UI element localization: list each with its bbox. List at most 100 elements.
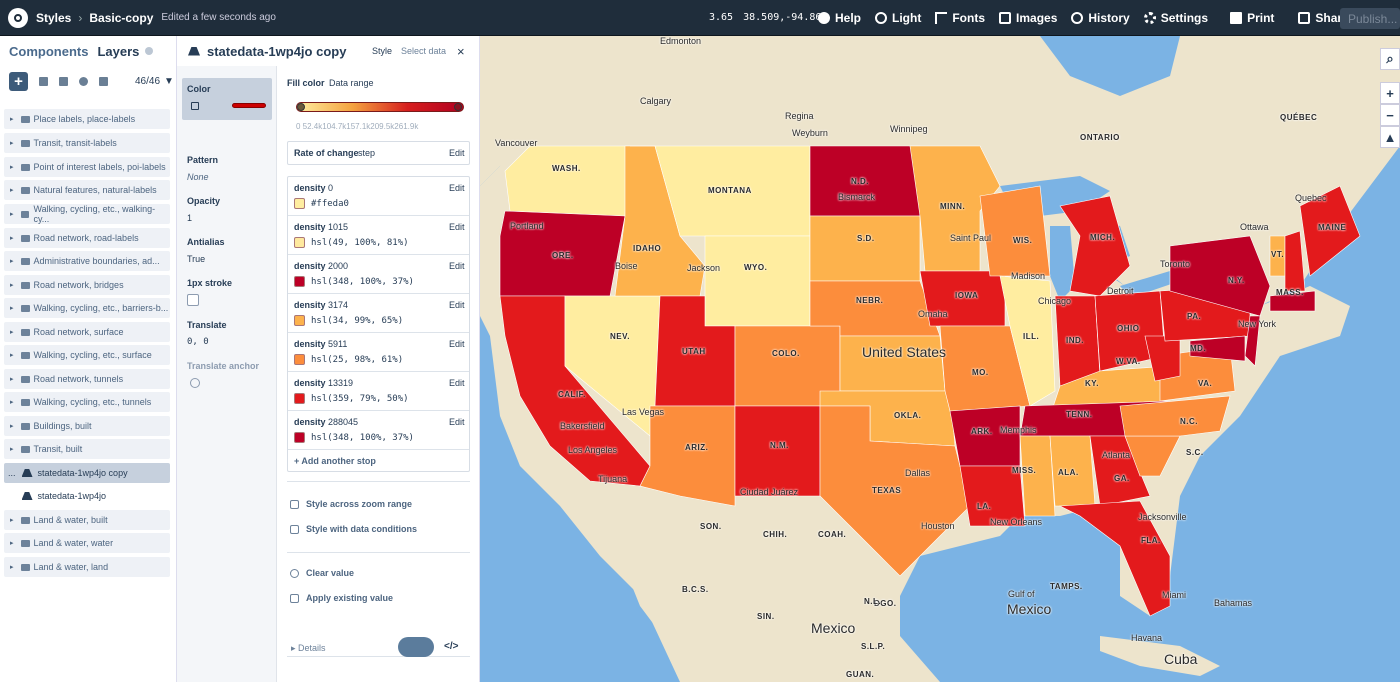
mapbox-logo-icon[interactable] xyxy=(8,7,28,28)
hide-icon[interactable] xyxy=(79,76,88,86)
ramp-handle-min[interactable] xyxy=(297,103,305,111)
expand-caret-icon[interactable]: ▸ xyxy=(10,376,14,383)
property-translate[interactable]: Translate xyxy=(187,320,227,330)
rate-of-change[interactable]: Rate of change step Edit xyxy=(287,141,470,165)
layer-item[interactable]: ▸ Road network, bridges xyxy=(4,275,170,295)
stop-row[interactable]: density 2000 Edit hsl(348, 100%, 37%) xyxy=(288,255,469,294)
publish-button[interactable]: Publish... xyxy=(1340,8,1400,29)
stop-swatch[interactable] xyxy=(294,315,305,326)
stop-row[interactable]: density 13319 Edit hsl(359, 79%, 50%) xyxy=(288,372,469,411)
stop-row[interactable]: density 1015 Edit hsl(49, 100%, 81%) xyxy=(288,216,469,255)
layer-item[interactable]: ▸ Natural features, natural-labels xyxy=(4,180,170,200)
layer-item[interactable]: ▸ Place labels, place-labels xyxy=(4,109,170,129)
expand-caret-icon[interactable]: ▸ xyxy=(10,140,14,147)
tab-layers[interactable]: Layers xyxy=(97,43,140,59)
layer-item[interactable]: ▸ Buildings, built xyxy=(4,416,170,436)
layer-item[interactable]: ▸ Walking, cycling, etc., surface xyxy=(4,345,170,365)
color-ramp[interactable] xyxy=(296,102,464,112)
filter-icon[interactable]: ▼ xyxy=(164,75,174,87)
expand-caret-icon[interactable]: ▸ xyxy=(10,446,14,453)
stop-row[interactable]: density 288045 Edit hsl(348, 100%, 37%) xyxy=(288,411,469,450)
expand-caret-icon[interactable]: ▸ xyxy=(10,258,14,265)
layer-item[interactable]: ▸ Transit, built xyxy=(4,439,170,459)
stop-swatch[interactable] xyxy=(294,237,305,248)
compass-icon[interactable]: ▲ xyxy=(1380,126,1400,148)
stop-row[interactable]: density 3174 Edit hsl(34, 99%, 65%) xyxy=(288,294,469,333)
expand-caret-icon[interactable]: ▸ xyxy=(10,282,14,289)
stop-swatch[interactable] xyxy=(294,432,305,443)
stop-edit[interactable]: Edit xyxy=(449,222,465,232)
expand-caret-icon[interactable]: ▸ xyxy=(10,211,14,218)
layer-item[interactable]: ▸ Walking, cycling, etc., barriers-b... xyxy=(4,298,170,318)
expand-caret-icon[interactable]: ▸ xyxy=(10,235,14,242)
expand-caret-icon[interactable]: ▸ xyxy=(10,564,14,571)
layer-item[interactable]: ▸ Land & water, built xyxy=(4,510,170,530)
stop-edit[interactable]: Edit xyxy=(449,378,465,388)
add-layer-button[interactable]: + xyxy=(9,71,28,91)
details-toggle[interactable]: ▸ Details xyxy=(291,643,326,653)
code-button[interactable]: </> xyxy=(444,641,459,652)
stop-edit[interactable]: Edit xyxy=(449,183,465,193)
stop-swatch[interactable] xyxy=(294,276,305,287)
layer-item[interactable]: ▸ Road network, road-labels xyxy=(4,228,170,248)
fonts-button[interactable]: Fonts xyxy=(935,11,985,25)
layer-item[interactable]: ▸ Land & water, land xyxy=(4,557,170,577)
map-search-icon[interactable]: ⌕ xyxy=(1380,48,1400,70)
add-stop-button[interactable]: + Add another stop xyxy=(294,456,376,466)
tab-components[interactable]: Components xyxy=(9,43,89,59)
close-icon[interactable]: × xyxy=(457,43,465,59)
layer-item[interactable]: ... statedata-1wp4jo copy xyxy=(4,463,170,483)
images-button[interactable]: Images xyxy=(999,11,1057,25)
property-pattern[interactable]: Pattern xyxy=(187,155,219,165)
layer-item[interactable]: ▸ Point of interest labels, poi-labels xyxy=(4,157,170,177)
stop-edit[interactable]: Edit xyxy=(449,261,465,271)
light-button[interactable]: Light xyxy=(875,11,921,25)
layer-item[interactable]: ▸ Walking, cycling, etc., tunnels xyxy=(4,392,170,412)
layer-item[interactable]: ▸ Road network, surface xyxy=(4,322,170,342)
stop-row[interactable]: density 5911 Edit hsl(25, 98%, 61%) xyxy=(288,333,469,372)
expand-caret-icon[interactable]: ▸ xyxy=(10,187,14,194)
expand-caret-icon[interactable]: ▸ xyxy=(10,540,14,547)
property-antialias[interactable]: Antialias xyxy=(187,237,225,247)
map-canvas[interactable]: Edmonton Calgary Regina Weyburn Winnipeg Vanc… xyxy=(480,36,1400,682)
stop-swatch[interactable] xyxy=(294,354,305,365)
history-button[interactable]: History xyxy=(1071,11,1130,25)
clear-value-button[interactable]: Clear value xyxy=(290,568,354,578)
layer-item[interactable]: ▸ Land & water, water xyxy=(4,533,170,553)
stop-row[interactable]: density 0 Edit #ffeda0 xyxy=(288,177,469,216)
expand-caret-icon[interactable]: ▸ xyxy=(10,399,14,406)
layer-item[interactable]: ...statedata-1wp4jo xyxy=(4,486,170,506)
stop-edit[interactable]: Edit xyxy=(449,339,465,349)
drag-dots-icon[interactable]: ... xyxy=(8,468,16,478)
zoom-out-icon[interactable]: − xyxy=(1380,104,1400,126)
delete-icon[interactable] xyxy=(99,76,108,86)
cursor-button[interactable] xyxy=(398,637,434,657)
breadcrumb-styles[interactable]: Styles xyxy=(36,10,72,25)
duplicate-icon[interactable] xyxy=(39,76,48,86)
expand-caret-icon[interactable]: ▸ xyxy=(10,305,14,312)
ramp-handle-max[interactable] xyxy=(454,103,462,111)
expand-caret-icon[interactable]: ▸ xyxy=(10,116,14,123)
breadcrumb-style-name[interactable]: Basic-copy xyxy=(89,10,154,25)
apply-value-button[interactable]: Apply existing value xyxy=(290,593,393,603)
layer-item[interactable]: ▸ Administrative boundaries, ad... xyxy=(4,251,170,271)
stop-edit[interactable]: Edit xyxy=(449,300,465,310)
property-stroke[interactable]: 1px stroke xyxy=(187,278,233,288)
tab-style[interactable]: Style xyxy=(372,46,393,56)
help-button[interactable]: Help xyxy=(818,11,861,25)
stroke-checkbox[interactable] xyxy=(187,294,199,306)
property-translate-anchor[interactable]: Translate anchor xyxy=(187,361,260,371)
stop-swatch[interactable] xyxy=(294,393,305,404)
folder-icon[interactable] xyxy=(59,76,68,86)
zoom-range-button[interactable]: Style across zoom range xyxy=(290,499,412,509)
zoom-in-icon[interactable]: + xyxy=(1380,82,1400,104)
expand-caret-icon[interactable]: ▸ xyxy=(10,164,14,171)
expand-caret-icon[interactable]: ▸ xyxy=(10,517,14,524)
property-color[interactable]: Color xyxy=(182,78,272,120)
expand-caret-icon[interactable]: ▸ xyxy=(10,352,14,359)
layer-item[interactable]: ▸ Walking, cycling, etc., walking-cy... xyxy=(4,204,170,224)
property-opacity[interactable]: Opacity xyxy=(187,196,221,206)
rate-of-change-edit[interactable]: Edit xyxy=(449,148,465,158)
expand-caret-icon[interactable]: ▸ xyxy=(10,423,14,430)
settings-button[interactable]: Settings xyxy=(1143,11,1208,25)
